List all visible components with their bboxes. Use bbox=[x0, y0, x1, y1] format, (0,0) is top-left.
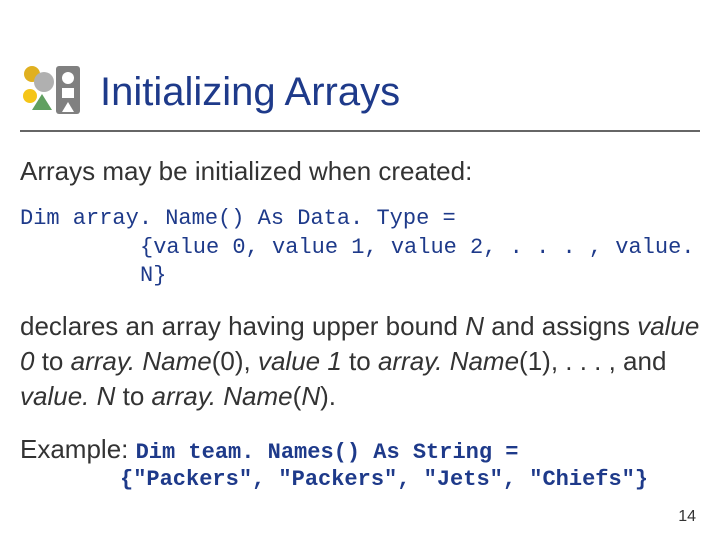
slide-title: Initializing Arrays bbox=[100, 70, 400, 115]
description-text: declares an array having upper bound N a… bbox=[20, 309, 700, 414]
desc-italic-anN: array. Name bbox=[152, 381, 293, 411]
intro-text: Arrays may be initialized when created: bbox=[20, 156, 700, 187]
desc-italic-n: N bbox=[465, 311, 484, 341]
desc-italic-n2: N bbox=[301, 381, 320, 411]
desc-frag: to bbox=[34, 346, 70, 376]
desc-frag: and assigns bbox=[484, 311, 637, 341]
example-label: Example: bbox=[20, 434, 136, 464]
slide-header: Initializing Arrays bbox=[20, 60, 700, 132]
desc-frag: (1), . . . , and bbox=[519, 346, 666, 376]
desc-italic-an0: array. Name bbox=[71, 346, 212, 376]
desc-frag: to bbox=[342, 346, 378, 376]
desc-italic-an1: array. Name bbox=[378, 346, 519, 376]
example-block: Example: Dim team. Names() As String = {… bbox=[20, 434, 700, 492]
desc-frag: ). bbox=[320, 381, 336, 411]
syntax-line-2: {value 0, value 1, value 2, . . . , valu… bbox=[20, 234, 700, 291]
desc-italic-vn: value. N bbox=[20, 381, 115, 411]
example-code-line-1: Dim team. Names() As String = bbox=[136, 440, 519, 465]
desc-frag: (0), bbox=[212, 346, 258, 376]
syntax-block: Dim array. Name() As Data. Type = {value… bbox=[20, 205, 700, 291]
desc-frag: to bbox=[115, 381, 151, 411]
page-number: 14 bbox=[678, 508, 696, 526]
desc-frag: declares an array having upper bound bbox=[20, 311, 465, 341]
desc-italic-v1: value 1 bbox=[258, 346, 342, 376]
syntax-line-1: Dim array. Name() As Data. Type = bbox=[20, 205, 700, 234]
example-code-line-2: {"Packers", "Packers", "Jets", "Chiefs"} bbox=[20, 467, 700, 492]
logo-icon bbox=[20, 60, 84, 124]
desc-frag: ( bbox=[293, 381, 302, 411]
